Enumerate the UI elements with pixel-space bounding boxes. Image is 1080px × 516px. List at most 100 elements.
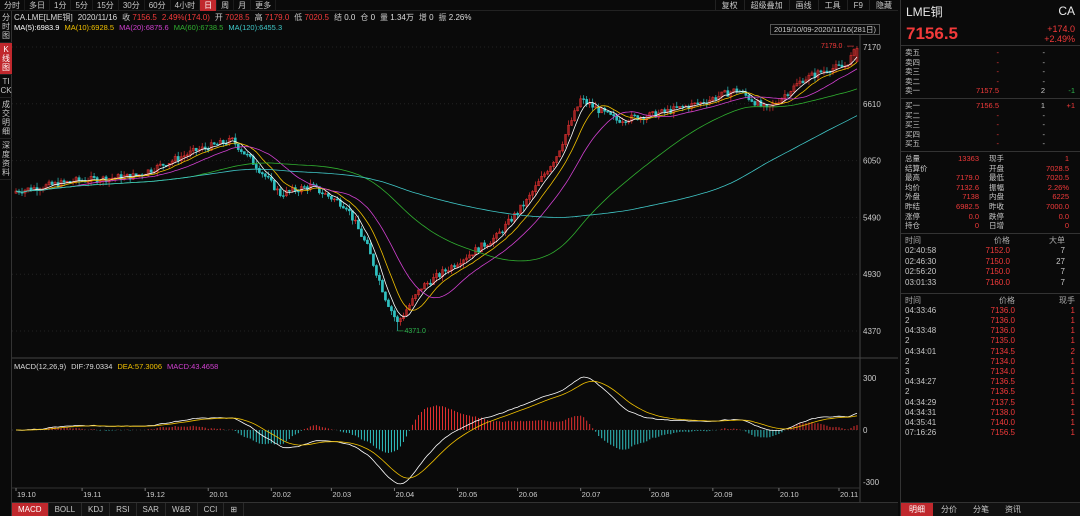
period-tab[interactable]: 多日 <box>25 0 50 11</box>
quote-info-line: CA.LME[LME铜] 2020/11/16 收 7156.5 2.49%(1… <box>14 12 471 23</box>
bid-row: 买五 - - <box>901 139 1080 149</box>
candle-body <box>555 156 558 163</box>
indicator-tab[interactable]: RSI <box>110 503 137 516</box>
sidebar-item[interactable]: K线图 <box>0 43 12 75</box>
date-tick: 20.07 <box>582 490 601 499</box>
indicator-tab[interactable]: CCI <box>198 503 225 516</box>
candle-body <box>411 298 414 306</box>
candle-body <box>275 188 279 191</box>
candle-body <box>558 150 561 157</box>
tick-row-cell: 7156.5 <box>990 428 1015 438</box>
indicator-tab[interactable]: SAR <box>137 503 166 516</box>
toolbar-button[interactable]: F9 <box>846 0 869 11</box>
candle-body <box>855 48 859 62</box>
period-tab[interactable]: 60分 <box>145 0 171 11</box>
tick-row-cell: 1 <box>1070 305 1075 315</box>
sidebar-item[interactable]: 成交明细 <box>0 98 12 139</box>
ask-row-cell: -1 <box>1068 86 1075 96</box>
date-range-label[interactable]: 2019/10/09-2020/11/16(281日) <box>770 24 881 35</box>
date-tick: 20.06 <box>519 490 538 499</box>
ma5-label: MA(5):6983.9 <box>14 23 60 32</box>
panel-bottom-tab[interactable]: 分笔 <box>973 505 989 514</box>
indicator-tab[interactable]: MACD <box>12 503 49 516</box>
candle-body <box>495 233 498 239</box>
period-tab[interactable]: 更多 <box>251 0 277 11</box>
tick-row-cell: 1 <box>1070 377 1075 387</box>
toolbar-button[interactable]: 工具 <box>817 0 847 11</box>
candle-body <box>357 219 360 230</box>
candle-body <box>284 190 288 196</box>
ask-row-cell: - <box>996 57 1000 67</box>
candle-body <box>468 254 471 259</box>
tick-row-cell: 04:35:41 <box>905 417 937 427</box>
dea-line <box>16 380 858 479</box>
stat-row-cell: 7132.6 <box>956 182 979 192</box>
candle-body <box>777 102 781 104</box>
candle-body <box>852 49 856 56</box>
add-indicator-icon[interactable]: ⊞ <box>224 503 245 516</box>
period-tab[interactable]: 分时 <box>0 0 25 11</box>
panel-bottom-tab[interactable]: 明细 <box>901 503 933 516</box>
candle-body <box>68 181 72 183</box>
bid-row-cell: - <box>996 139 1000 149</box>
tick-row-cell: 1 <box>1070 428 1075 438</box>
panel-bottom-tab[interactable]: 分价 <box>941 505 957 514</box>
ask-row-cell: 卖五 <box>905 48 920 57</box>
candle-body <box>182 155 186 158</box>
candle-body <box>47 181 51 186</box>
indicator-tab[interactable]: W&R <box>166 503 198 516</box>
period-tab[interactable]: 15分 <box>93 0 119 11</box>
period-tab[interactable]: 1分 <box>50 0 72 11</box>
stat-row-cell: 开盘 <box>989 163 1004 173</box>
candle-body <box>480 242 483 253</box>
stat-row-cell: 结算价 <box>905 163 928 173</box>
ask-row-cell: - <box>1042 57 1046 67</box>
sidebar-item[interactable]: 深度资料 <box>0 139 12 180</box>
stat-row-cell: 0.0 <box>968 211 979 221</box>
kline-chart[interactable]: 7170 6610 6050 5490 4930 4370 300 0 -300 19.10 19.… <box>12 0 898 502</box>
trade-row-cell: 7 <box>1060 278 1065 288</box>
candle-body <box>62 180 66 183</box>
candle-body <box>363 236 366 241</box>
candle-body <box>549 166 552 173</box>
toolbar-button[interactable]: 复权 <box>714 0 744 11</box>
date-tick: 20.08 <box>651 490 670 499</box>
sidebar-item[interactable]: TICK <box>0 75 12 98</box>
ask-row-cell: 卖一 <box>905 86 920 96</box>
quote-panel: LME铜 CA 7156.5 +174.0 +2.49% 卖五 - - 卖四 - - 卖三 - -… <box>900 0 1080 516</box>
indicator-tab[interactable]: BOLL <box>49 503 83 516</box>
candle-body <box>245 153 249 156</box>
indicator-tab[interactable]: KDJ <box>82 503 111 516</box>
candle-body <box>77 177 81 181</box>
period-tab[interactable]: 4小时 <box>171 0 201 11</box>
trade-row: 03:01:33 7160.0 7 <box>901 278 1080 289</box>
sidebar-item[interactable]: 分时图 <box>0 11 12 43</box>
toolbar-button[interactable]: 画线 <box>788 0 818 11</box>
period-tab[interactable]: 5分 <box>71 0 93 11</box>
ask-row-cell: 卖四 <box>905 57 920 67</box>
settle-value: 0.0 <box>344 13 356 22</box>
period-tab[interactable]: 日 <box>200 0 218 11</box>
candle-body <box>609 111 613 115</box>
ask-book: 卖五 - - 卖四 - - 卖三 - - 卖二 - - 卖一 7157.5 2 -1 <box>901 46 1080 99</box>
candle-body <box>366 239 369 244</box>
amp-label: 振 2.26% <box>439 12 472 23</box>
toolbar-button[interactable]: 隐藏 <box>869 0 898 11</box>
period-tab[interactable]: 周 <box>217 0 235 11</box>
ask-row-cell <box>1045 48 1075 58</box>
candle-body <box>570 120 574 126</box>
period-tab[interactable]: 30分 <box>119 0 145 11</box>
toolbar-button[interactable]: 超级叠加 <box>743 0 789 11</box>
ask-row-cell: - <box>1042 67 1046 77</box>
period-tab[interactable]: 月 <box>234 0 252 11</box>
panel-bottom-tab[interactable]: 资讯 <box>1005 505 1021 514</box>
date-label: 2020/11/16 <box>77 13 118 22</box>
candle-body <box>540 176 543 182</box>
bid-row-cell: 买四 <box>905 129 920 139</box>
vol-label-text: 量 <box>380 13 389 22</box>
stat-row-cell: 外盘 <box>905 192 920 202</box>
candle-body <box>447 270 450 272</box>
candle-body <box>215 143 219 146</box>
macd-tick: -300 <box>863 478 880 487</box>
low-label: 低 7020.5 <box>294 12 329 23</box>
